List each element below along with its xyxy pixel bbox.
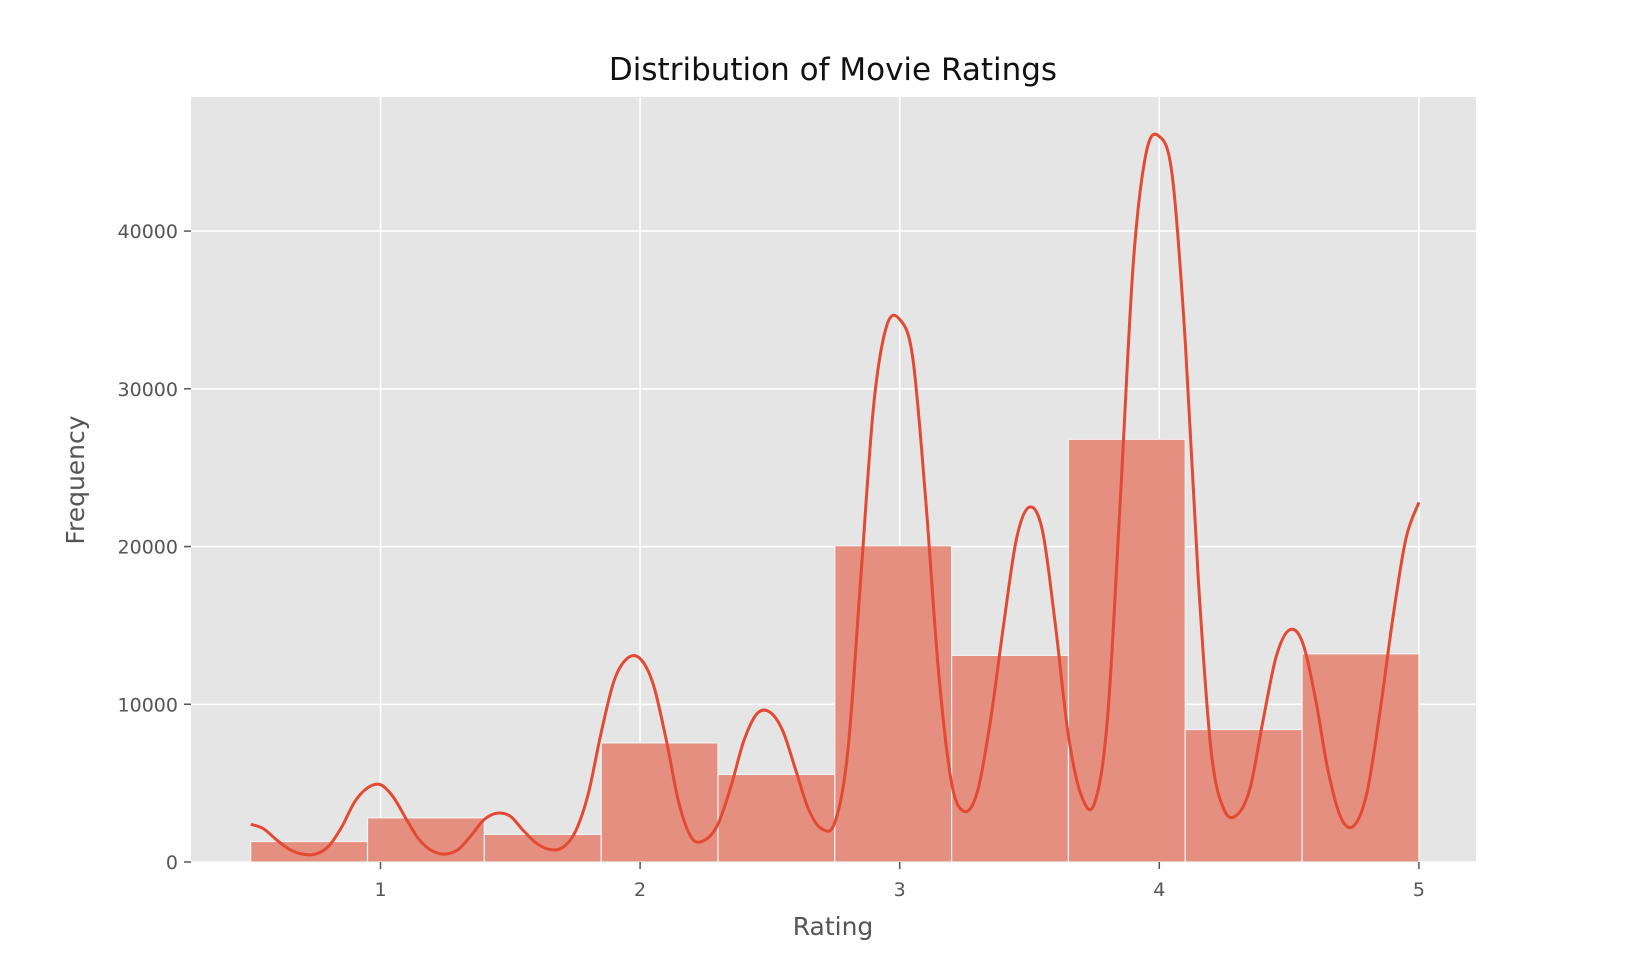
histogram-bar xyxy=(600,742,719,863)
histogram-bar xyxy=(1184,728,1303,863)
x-tick-label: 1 xyxy=(374,879,386,901)
histogram-bars xyxy=(250,438,1420,863)
kde-curve xyxy=(250,132,1421,857)
x-tick-label: 5 xyxy=(1413,879,1425,901)
histogram-bar xyxy=(366,817,485,863)
x-axis-label: Rating xyxy=(793,912,874,941)
histogram-bar xyxy=(1067,438,1186,863)
histogram-bar xyxy=(717,773,836,863)
histogram-bar xyxy=(250,840,369,863)
histogram-bar xyxy=(951,654,1070,863)
x-tick-label: 4 xyxy=(1153,879,1165,901)
y-tick-label: 20000 xyxy=(118,537,178,559)
kde-line xyxy=(250,132,1421,857)
x-tick-label: 2 xyxy=(634,879,646,901)
y-tick-label: 10000 xyxy=(118,694,178,716)
x-tick-label: 3 xyxy=(894,879,906,901)
histogram-bar xyxy=(1301,653,1420,863)
y-tick-label: 40000 xyxy=(118,221,178,243)
y-tick-label: 0 xyxy=(166,852,178,874)
chart-title: Distribution of Movie Ratings xyxy=(609,52,1057,88)
y-axis-label: Frequency xyxy=(61,415,90,544)
axis-ticks: 1 2 3 4 5 0 10000 20000 30000 40000 xyxy=(118,221,1425,901)
y-tick-label: 30000 xyxy=(118,379,178,401)
